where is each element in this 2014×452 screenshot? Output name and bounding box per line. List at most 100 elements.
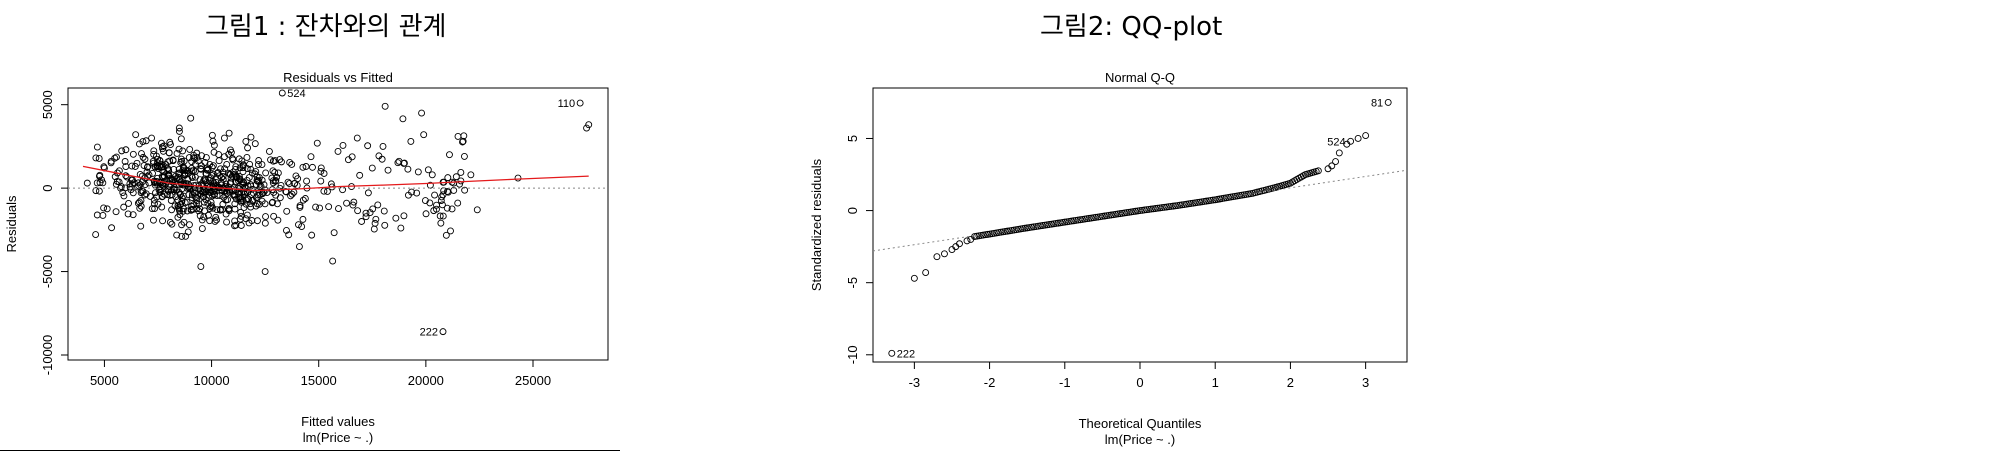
data-point xyxy=(302,163,310,170)
data-point xyxy=(269,177,277,185)
data-point xyxy=(143,163,151,171)
data-point xyxy=(129,150,137,158)
points-group xyxy=(83,89,593,336)
data-point xyxy=(136,204,144,212)
data-point xyxy=(274,169,282,177)
data-point xyxy=(223,218,231,226)
data-point xyxy=(120,203,128,211)
data-point xyxy=(247,191,255,199)
x-tick-label: 3 xyxy=(1362,375,1369,390)
data-point xyxy=(1059,219,1067,226)
data-point xyxy=(295,243,303,250)
x-tick-label: 5000 xyxy=(90,373,119,388)
data-point xyxy=(963,237,971,245)
data-point xyxy=(164,171,172,179)
data-point xyxy=(175,145,183,153)
data-point xyxy=(179,147,187,155)
data-point xyxy=(214,169,221,177)
data-point xyxy=(329,257,337,265)
point-label: 110 xyxy=(558,98,576,110)
data-point xyxy=(239,180,247,188)
data-point xyxy=(457,169,465,176)
data-point xyxy=(229,155,236,163)
data-point xyxy=(137,197,145,205)
x-tick-label: 25000 xyxy=(515,373,551,388)
data-point xyxy=(168,206,176,214)
data-point xyxy=(1198,198,1206,206)
data-point xyxy=(437,219,445,227)
data-point xyxy=(209,162,217,170)
data-point xyxy=(198,152,206,160)
y-axis-label: Standardized residuals xyxy=(809,158,824,291)
data-point xyxy=(184,228,192,236)
data-point xyxy=(1191,199,1199,207)
data-point xyxy=(261,268,269,276)
data-point xyxy=(132,131,140,139)
data-point xyxy=(197,187,204,195)
y-tick-label: 5000 xyxy=(40,90,55,119)
data-point xyxy=(202,154,210,162)
data-point xyxy=(139,153,147,161)
data-point xyxy=(1347,137,1355,145)
data-point xyxy=(460,152,468,160)
data-point xyxy=(1136,207,1144,215)
data-point xyxy=(119,189,127,197)
data-point xyxy=(467,171,475,179)
data-point xyxy=(364,142,372,150)
data-point xyxy=(113,177,121,185)
x-axis-label: Fitted values xyxy=(301,414,375,429)
x-tick-label: 0 xyxy=(1136,375,1143,390)
data-point xyxy=(324,187,331,195)
data-point xyxy=(1048,220,1055,228)
data-point xyxy=(186,145,194,153)
data-point xyxy=(288,161,296,168)
data-point xyxy=(260,188,268,196)
data-point xyxy=(218,174,225,182)
data-point xyxy=(1123,209,1131,217)
data-point xyxy=(242,215,250,223)
data-point xyxy=(1030,223,1038,231)
data-point xyxy=(231,217,239,225)
point-label: 524 xyxy=(287,88,305,100)
data-point xyxy=(242,137,250,145)
x-tick-label: 10000 xyxy=(193,373,229,388)
data-point xyxy=(254,217,261,225)
y-tick-label: 0 xyxy=(845,207,860,214)
data-point xyxy=(165,149,173,157)
y-tick-label: 5 xyxy=(845,135,860,142)
data-point xyxy=(219,172,227,180)
data-point xyxy=(514,174,522,182)
data-point xyxy=(286,158,294,166)
data-point xyxy=(157,186,165,194)
data-point xyxy=(394,159,402,167)
data-point xyxy=(154,200,162,208)
data-point xyxy=(190,154,198,162)
data-point xyxy=(457,177,465,185)
data-point xyxy=(83,179,91,187)
data-point xyxy=(152,189,159,197)
data-point xyxy=(1043,221,1051,229)
data-point xyxy=(148,134,156,142)
data-point xyxy=(404,165,412,173)
data-point xyxy=(436,212,444,220)
data-point xyxy=(175,124,183,132)
x-tick-label: -1 xyxy=(1059,375,1071,390)
data-point xyxy=(200,213,208,221)
data-point xyxy=(276,194,284,202)
data-point xyxy=(576,99,584,107)
data-point xyxy=(362,213,370,221)
data-point xyxy=(277,182,285,189)
data-point xyxy=(270,212,278,220)
data-point xyxy=(420,131,428,139)
data-point xyxy=(1072,216,1080,224)
data-point xyxy=(255,177,263,185)
reference-line xyxy=(872,169,1408,252)
data-point xyxy=(1332,158,1339,165)
data-point xyxy=(239,164,247,172)
data-point xyxy=(287,192,295,200)
data-point xyxy=(1112,210,1120,218)
data-point xyxy=(120,192,128,200)
data-point xyxy=(1034,222,1042,230)
data-point xyxy=(197,263,205,271)
data-point xyxy=(125,199,132,207)
